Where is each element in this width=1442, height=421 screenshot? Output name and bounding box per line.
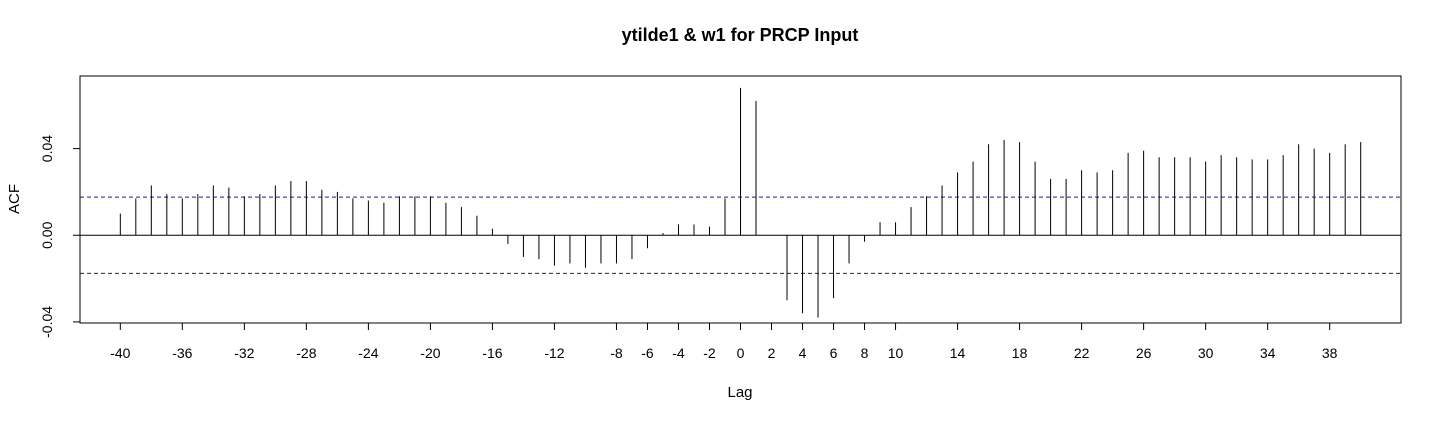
x-tick-label: 2	[768, 345, 776, 361]
y-tick-label: -0.04	[39, 306, 55, 338]
x-tick-label: -2	[703, 345, 716, 361]
x-tick-label: 38	[1322, 345, 1338, 361]
x-tick-label: -28	[296, 345, 316, 361]
x-tick-label: -8	[610, 345, 623, 361]
x-tick-label: -12	[544, 345, 564, 361]
x-tick-label: 18	[1012, 345, 1028, 361]
x-tick-label: 26	[1136, 345, 1152, 361]
x-axis-label: Lag	[727, 384, 752, 401]
x-tick-label: 22	[1074, 345, 1090, 361]
x-tick-label: 14	[950, 345, 966, 361]
x-tick-label: -16	[482, 345, 502, 361]
x-tick-label: 8	[861, 345, 869, 361]
x-tick-label: 4	[799, 345, 807, 361]
x-tick-label: -20	[420, 345, 440, 361]
y-axis: -0.04 0.00 0.04	[39, 135, 81, 338]
x-tick-label: 0	[737, 345, 745, 361]
x-tick-label: -6	[641, 345, 654, 361]
y-tick-label: 0.00	[39, 221, 55, 248]
x-tick-label: 34	[1260, 345, 1276, 361]
x-tick-label: -36	[172, 345, 192, 361]
y-axis-label: ACF	[6, 184, 23, 214]
x-tick-label: 6	[830, 345, 838, 361]
x-tick-label: -4	[672, 345, 685, 361]
x-tick-label: 10	[888, 345, 904, 361]
x-tick-label: -40	[110, 345, 130, 361]
acf-bars	[119, 87, 1362, 318]
x-tick-label: -24	[358, 345, 378, 361]
x-axis: -40 -36 -32 -28 -24 -20 -16 -12 -8 -6 -4 -2 0 2 4 6 8 10 1…	[110, 322, 1338, 361]
x-tick-label: 30	[1198, 345, 1214, 361]
chart-title: ytilde1 & w1 for PRCP Input	[622, 25, 859, 45]
x-tick-label: -32	[234, 345, 254, 361]
y-tick-label: 0.04	[39, 135, 55, 162]
